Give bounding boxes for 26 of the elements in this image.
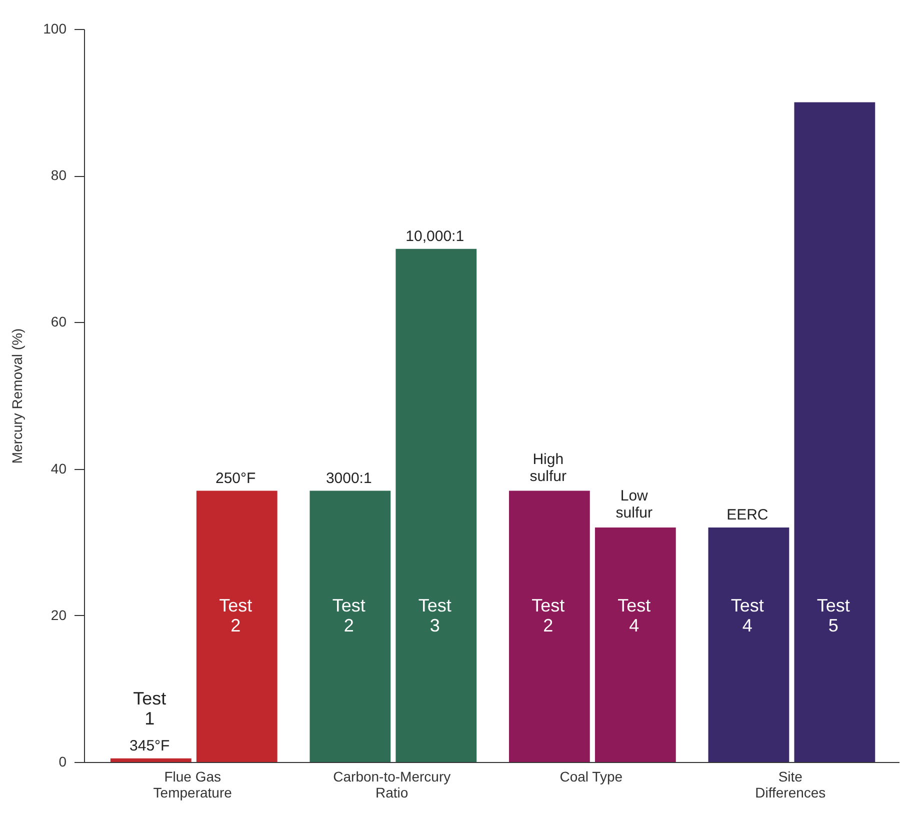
- annotation: 3000:1: [326, 470, 372, 487]
- annotation: 250°F: [215, 470, 256, 487]
- annotation: 345°F: [130, 737, 170, 754]
- data-label: Test 1: [133, 688, 166, 728]
- data-label: Test 4: [618, 595, 651, 636]
- x-tick-label: Coal Type: [560, 768, 623, 784]
- y-tick-label: 20: [50, 606, 67, 623]
- annotation: Low sulfur: [616, 487, 652, 522]
- annotation: High sulfur: [530, 450, 566, 485]
- x-tick-label: Carbon-to-Mercury Ratio: [333, 768, 451, 800]
- data-label: Test 5: [816, 595, 850, 636]
- annotation: 10,000:1: [406, 228, 464, 245]
- data-label: Test 2: [219, 595, 252, 636]
- annotation: EERC: [726, 506, 768, 524]
- y-tick-label: 80: [50, 167, 67, 184]
- y-tick-label: 40: [50, 460, 67, 476]
- x-tick-label: Site Differences: [755, 768, 826, 800]
- y-tick-label: 0: [58, 754, 67, 770]
- y-axis-title: Mercury Removal (%): [9, 328, 26, 464]
- data-label: Test 3: [418, 595, 452, 636]
- data-label: Test 2: [532, 595, 565, 636]
- x-tick-label: Flue Gas Temperature: [153, 768, 232, 800]
- data-label: Test 4: [730, 595, 764, 636]
- data-label: Test 2: [332, 595, 366, 636]
- y-tick-label: 60: [50, 314, 67, 330]
- y-tick-label: 100: [43, 20, 67, 36]
